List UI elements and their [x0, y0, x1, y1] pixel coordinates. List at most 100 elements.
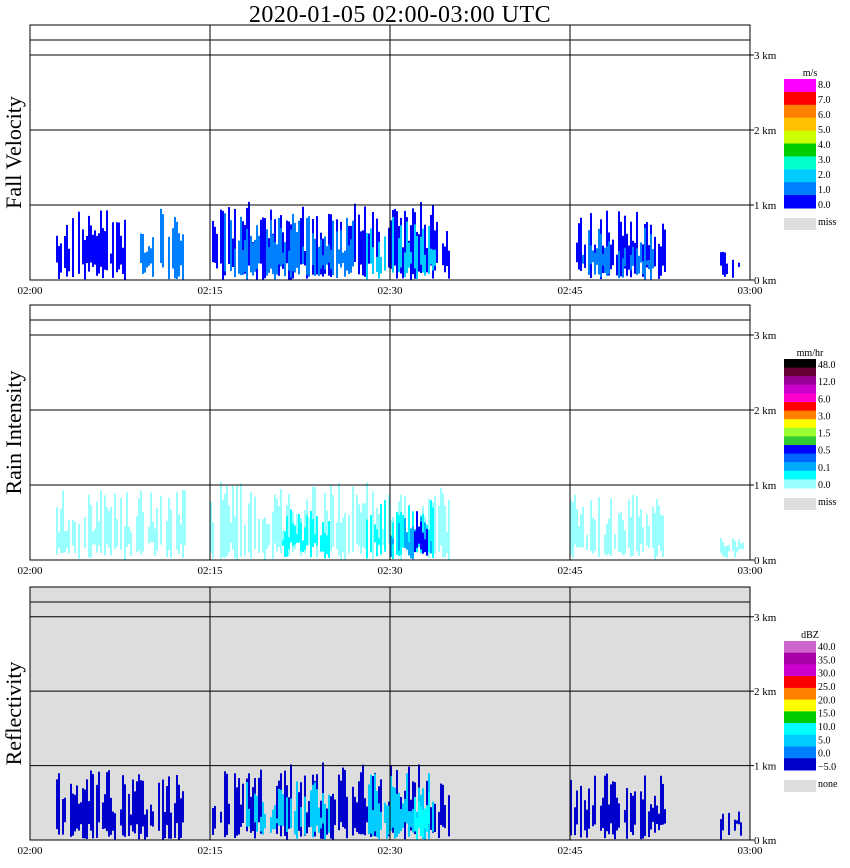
echo-column [612, 239, 614, 266]
echo-column [384, 500, 386, 552]
echo-column [590, 500, 592, 551]
echo-column [264, 517, 266, 560]
echo-column [276, 818, 278, 824]
echo-column [244, 524, 246, 556]
colorbar-swatch [784, 462, 816, 472]
echo-column [428, 225, 430, 274]
echo-column [168, 776, 170, 839]
echo-column [280, 227, 282, 267]
echo-column [650, 804, 652, 830]
echo-column [72, 520, 74, 546]
echo-column [310, 511, 312, 558]
echo-column [146, 251, 148, 268]
echo-column [426, 805, 428, 832]
echo-column [598, 497, 600, 557]
echo-column [652, 507, 654, 548]
echo-column [130, 531, 132, 556]
echo-column [662, 223, 664, 266]
echo-column [288, 494, 290, 557]
echo-column [56, 779, 58, 830]
echo-column [236, 485, 238, 560]
echo-column [134, 791, 136, 834]
echo-column [588, 788, 590, 829]
echo-column [422, 532, 424, 554]
echo-column [258, 777, 260, 823]
echo-column [152, 521, 154, 543]
echo-column [104, 794, 106, 829]
echo-column [114, 813, 116, 840]
echo-column [632, 795, 634, 836]
y-tick-label: 0 km [754, 555, 777, 567]
echo-region [56, 770, 184, 840]
echo-column [608, 241, 610, 275]
echo-column [372, 776, 374, 826]
echo-column [388, 805, 390, 835]
echo-column [422, 810, 424, 838]
echo-column [332, 220, 334, 276]
echo-column [410, 528, 412, 559]
echo-column [160, 495, 162, 545]
echo-column [442, 243, 444, 266]
echo-column [276, 499, 278, 552]
echo-column [146, 809, 148, 838]
echo-column [378, 241, 380, 279]
echo-column [328, 794, 330, 833]
echo-column [340, 522, 342, 560]
echo-column [608, 518, 610, 554]
echo-column [270, 817, 272, 833]
echo-column [236, 787, 238, 836]
echo-column [282, 540, 284, 546]
echo-column [742, 542, 744, 550]
echo-column [402, 515, 404, 548]
echo-column [260, 769, 262, 834]
echo-column [378, 513, 380, 547]
echo-column [250, 235, 252, 273]
echo-column [738, 539, 740, 550]
echo-column [432, 801, 434, 832]
colorbar-label: 30.0 [818, 669, 836, 680]
echo-column [58, 773, 60, 835]
echo-column [364, 529, 366, 545]
panel-ylabel: Rain Intensity [1, 370, 26, 494]
echo-column [628, 499, 630, 548]
echo-region [224, 213, 354, 280]
echo-column [352, 220, 354, 267]
echo-column [592, 805, 594, 827]
colorbar-swatch [784, 427, 816, 437]
echo-column [440, 783, 442, 825]
echo-column [362, 515, 364, 548]
echo-column [434, 249, 436, 266]
echo-column [344, 250, 346, 277]
echo-column [170, 510, 172, 559]
colorbar-label: 5.0 [818, 735, 831, 746]
echo-column [286, 516, 288, 557]
echo-column [290, 229, 292, 278]
echo-column [732, 538, 734, 551]
plot-frame [29, 304, 751, 561]
echo-column [400, 225, 402, 268]
echo-column [112, 811, 114, 831]
echo-column [264, 218, 266, 279]
echo-region [570, 773, 666, 840]
echo-column [152, 237, 154, 277]
echo-column [364, 798, 366, 836]
echo-column [390, 519, 392, 550]
echo-column [98, 771, 100, 823]
echo-column [720, 252, 722, 266]
echo-column [660, 775, 662, 825]
colorbar-swatch [784, 676, 816, 689]
colorbar-label: 1.0 [818, 185, 831, 196]
echo-column [120, 235, 122, 265]
echo-column [444, 505, 446, 558]
echo-column [438, 811, 440, 838]
echo-column [180, 524, 182, 545]
echo-column [440, 487, 442, 546]
echo-column [406, 773, 408, 824]
colorbar-swatch [784, 143, 816, 157]
echo-column [230, 220, 232, 271]
echo-column [424, 254, 426, 276]
echo-column [728, 812, 730, 835]
colorbar-label: 6.0 [818, 394, 831, 405]
echo-column [106, 507, 108, 544]
